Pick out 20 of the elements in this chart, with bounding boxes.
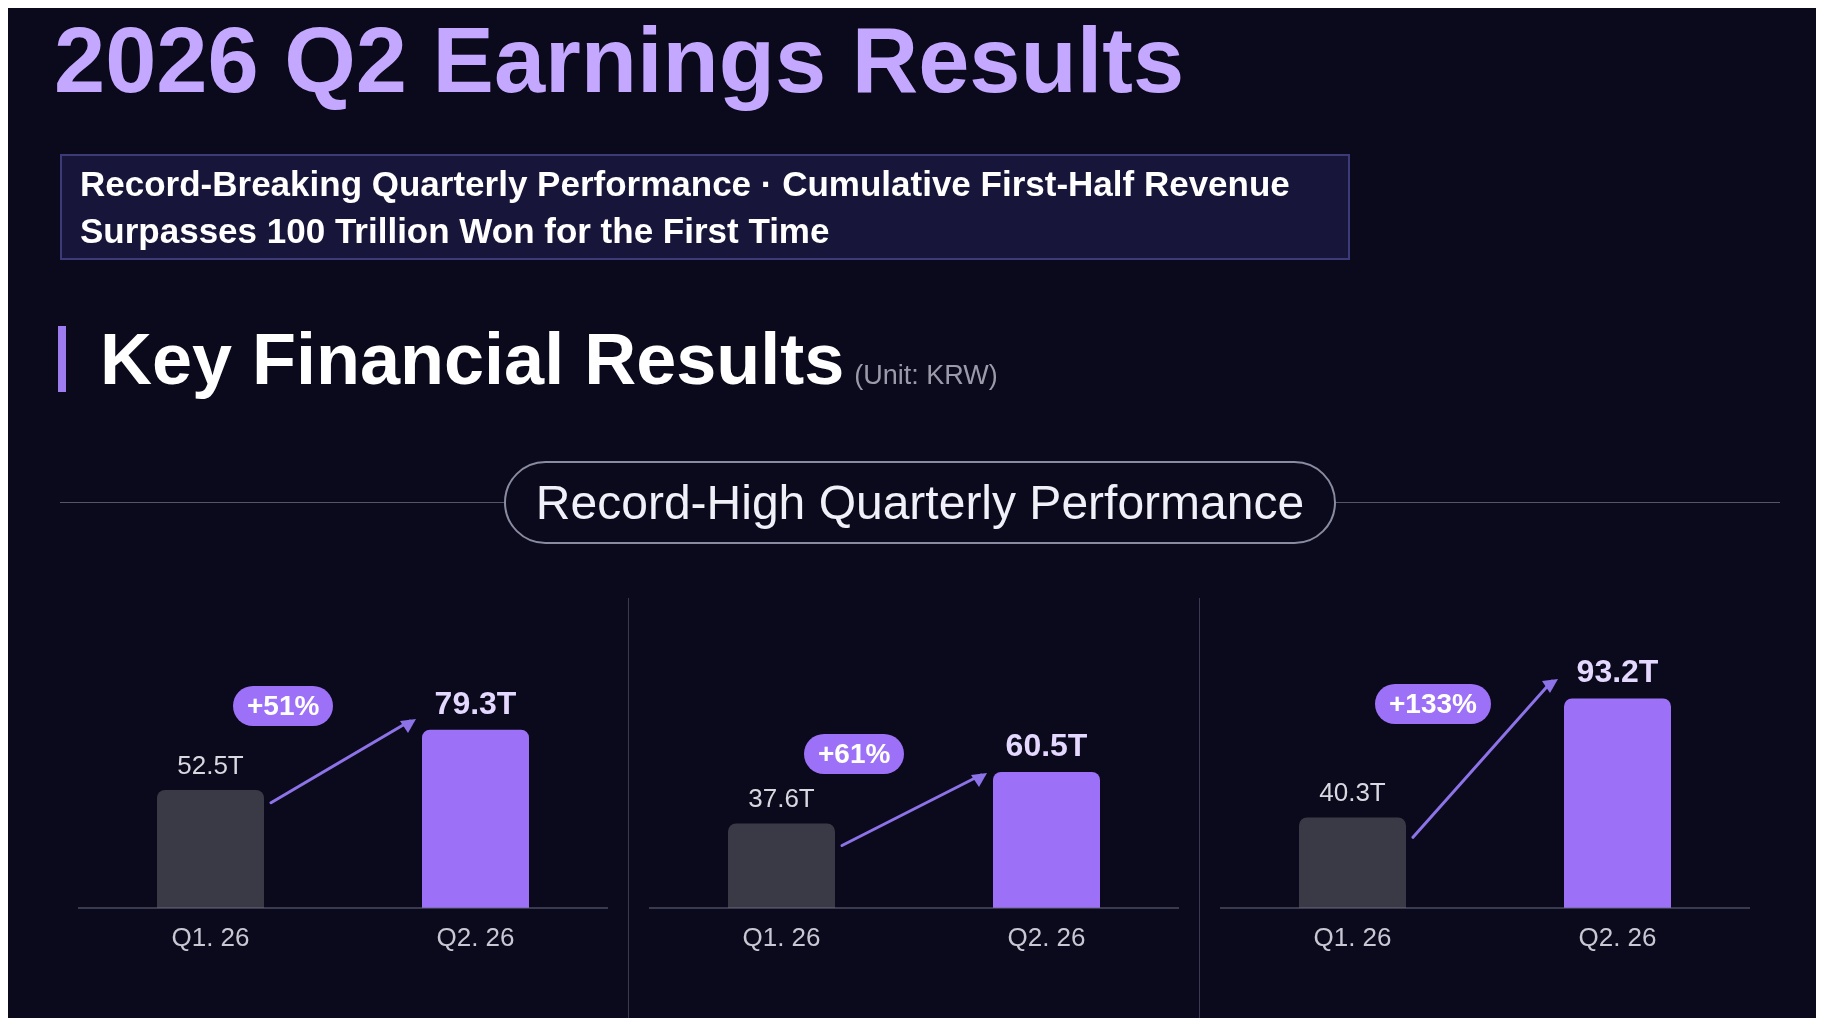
text: +61% [804,734,905,775]
data-label: 37.6T [748,783,815,814]
text: Record-Breaking Quarterly Performance · Cumulative First-Half Revenue Surpasses 100 Trillion Won for the First Time [60,154,1350,260]
x-tick-label: Q2. 26 [1578,922,1657,953]
data-label: 60.5T [1005,726,1088,763]
text: Record-High Quarterly Performance [503,460,1337,544]
x-tick-label: Q1. 26 [742,922,821,953]
x-tick-label: Q1. 26 [1313,922,1392,953]
data-label: 79.3T [434,684,517,721]
text: +51% [233,685,334,726]
x-tick-label: Q2. 26 [436,922,515,953]
text: (Unit: KRW) [854,360,998,391]
data-label: 93.2T [1576,653,1659,690]
x-tick-label: Q2. 26 [1007,922,1086,953]
chart-title: 2026 Q2 Earnings Results [54,8,1185,113]
text: Key Financial Results [100,318,845,400]
data-label: 52.5T [177,749,244,780]
data-label: 40.3T [1319,777,1386,808]
x-tick-label: Q1. 26 [171,922,250,953]
annotation: +133% [1375,683,1491,724]
